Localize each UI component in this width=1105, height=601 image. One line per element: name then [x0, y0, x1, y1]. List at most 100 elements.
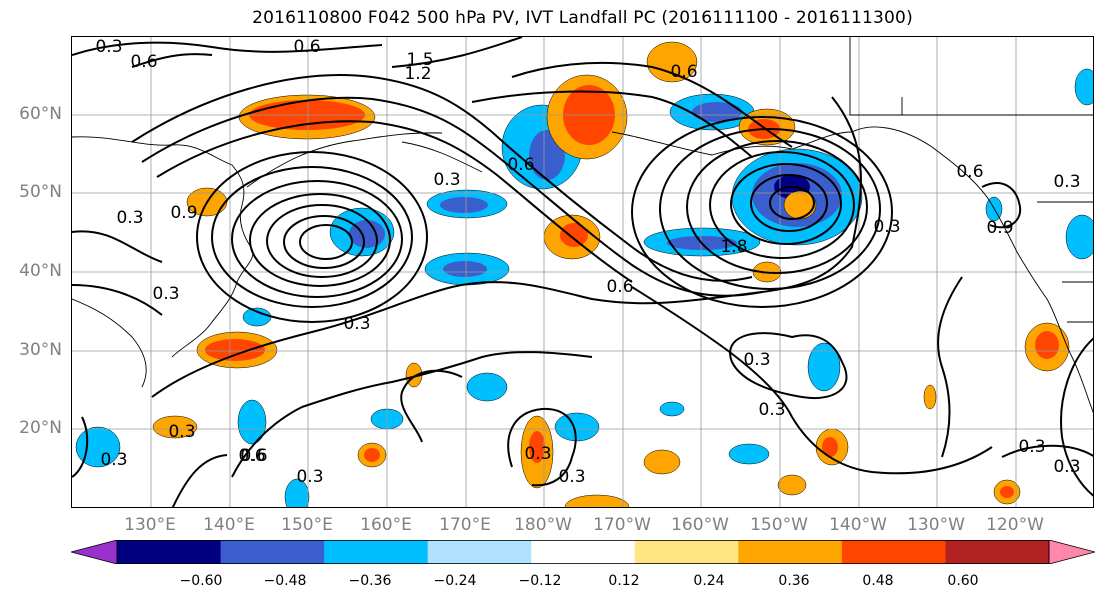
blue-anomaly: [284, 478, 310, 507]
lon-label: 140°W: [829, 515, 887, 535]
colorbar-tick: −0.24: [433, 573, 477, 589]
orange-anomaly: [777, 474, 807, 496]
colorbar-tick: 0.48: [862, 573, 894, 589]
colorbar-tick: 0.36: [778, 573, 810, 589]
colorbar-extend-min: [71, 540, 118, 564]
orange-anomaly: [646, 41, 698, 83]
blue-anomaly: [1065, 214, 1093, 260]
lon-label: 160°W: [671, 515, 729, 535]
contour-label: 0.3: [168, 422, 195, 442]
lon-label: 170°E: [439, 515, 491, 535]
contour-labels: 0.3 0.6 0.6 1.5 1.2 0.6 0.3 0.9 0.6 0.3 …: [95, 37, 1080, 487]
blue-anomaly: [659, 401, 685, 417]
contour-label: 0.3: [100, 450, 127, 470]
orange-anomaly: [529, 431, 545, 463]
contour-label: 0.6: [130, 52, 157, 72]
contour-label: 1.5: [406, 50, 433, 70]
contour-label: 0.3: [296, 467, 323, 487]
lon-label: 150°E: [281, 515, 333, 535]
lon-label: 150°W: [750, 515, 808, 535]
colorbar-tick: −0.60: [179, 573, 223, 589]
pc-shading: [75, 41, 1093, 507]
contour-label: 0.3: [433, 170, 460, 190]
colorbar-tick: −0.48: [263, 573, 307, 589]
contour-label: 0.3: [1053, 172, 1080, 192]
colorbar-tick: −0.36: [348, 573, 392, 589]
lon-label: 120°W: [986, 515, 1044, 535]
colorbar-segment: [427, 540, 532, 564]
blue-anomaly: [443, 261, 487, 277]
contour-label: 1.8: [720, 237, 747, 257]
colorbar-tick: 0.60: [947, 573, 979, 589]
contour-label: 0.6: [507, 155, 534, 175]
colorbar-segment: [841, 540, 946, 564]
colorbar-segment: [531, 540, 636, 564]
colorbar-segment: [738, 540, 843, 564]
lon-label: 140°E: [203, 515, 255, 535]
contour-label: 0.6: [606, 277, 633, 297]
contour-label: 0.3: [758, 400, 785, 420]
lon-label: 130°E: [124, 515, 176, 535]
orange-anomaly: [205, 339, 265, 361]
blue-anomaly: [554, 412, 600, 442]
colorbar-segment: [117, 540, 222, 564]
colorbar-segment: [324, 540, 429, 564]
colorbar-extend-max: [1048, 540, 1095, 564]
colorbar: [71, 540, 1095, 564]
orange-anomaly: [560, 223, 588, 247]
lon-label: 130°W: [907, 515, 965, 535]
orange-anomaly: [643, 449, 681, 475]
contour-label: 0.3: [95, 37, 122, 57]
blue-anomaly: [466, 372, 508, 402]
colorbar-tick: −0.12: [518, 573, 562, 589]
map-canvas: 0.3 0.6 0.6 1.5 1.2 0.6 0.3 0.9 0.6 0.3 …: [72, 37, 1093, 507]
blue-anomaly: [440, 197, 488, 213]
orange-anomaly: [1000, 486, 1014, 498]
orange-anomaly: [364, 448, 380, 462]
contour-label: 0.6: [238, 446, 265, 466]
contour-label: 0.3: [1053, 457, 1080, 477]
blue-anomaly: [728, 443, 770, 465]
contour-label: 0.3: [558, 467, 585, 487]
contour-label: 0.9: [986, 218, 1013, 238]
contour-label: 0.3: [152, 284, 179, 304]
lon-label: 160°E: [360, 515, 412, 535]
blue-anomaly: [237, 399, 267, 445]
contour-label: 0.3: [116, 208, 143, 228]
pv-contours: [72, 37, 1093, 507]
chart-title: 2016110800 F042 500 hPa PV, IVT Landfall…: [252, 8, 913, 28]
contour-label: 0.6: [293, 37, 320, 57]
contour-label: 0.6: [240, 446, 267, 466]
colorbar-segment: [634, 540, 739, 564]
orange-anomaly: [1035, 331, 1059, 359]
lon-label: 170°W: [593, 515, 651, 535]
contour-label: 1.2: [404, 64, 431, 84]
orange-anomaly: [923, 384, 937, 410]
lat-label: 30°N: [19, 340, 62, 360]
contour-label: 0.3: [1018, 437, 1045, 457]
contour-label: 0.6: [670, 62, 697, 82]
blue-anomaly: [1074, 68, 1093, 106]
lat-label: 40°N: [19, 261, 62, 281]
orange-anomaly: [822, 437, 838, 457]
orange-anomaly: [564, 494, 630, 507]
contour-label: 0.9: [170, 203, 197, 223]
blue-anomaly: [692, 102, 742, 122]
colorbar-segment: [945, 540, 1050, 564]
lat-label: 20°N: [19, 418, 62, 438]
contour-label: 0.3: [524, 444, 551, 464]
lon-label: 180°W: [514, 515, 572, 535]
orange-anomaly: [152, 415, 198, 439]
colorbar-border: [116, 540, 1050, 564]
colorbar-tick: 0.12: [608, 573, 640, 589]
contour-label: 0.3: [343, 314, 370, 334]
contour-label: 0.3: [873, 217, 900, 237]
colorbar-segment: [220, 540, 325, 564]
contour-label: 0.6: [956, 162, 983, 182]
blue-anomaly: [807, 342, 841, 392]
map-panel: 0.3 0.6 0.6 1.5 1.2 0.6 0.3 0.9 0.6 0.3 …: [71, 36, 1094, 508]
orange-anomaly: [783, 190, 817, 220]
lat-label: 50°N: [19, 182, 62, 202]
lat-label: 60°N: [19, 104, 62, 124]
colorbar-tick: 0.24: [693, 573, 725, 589]
